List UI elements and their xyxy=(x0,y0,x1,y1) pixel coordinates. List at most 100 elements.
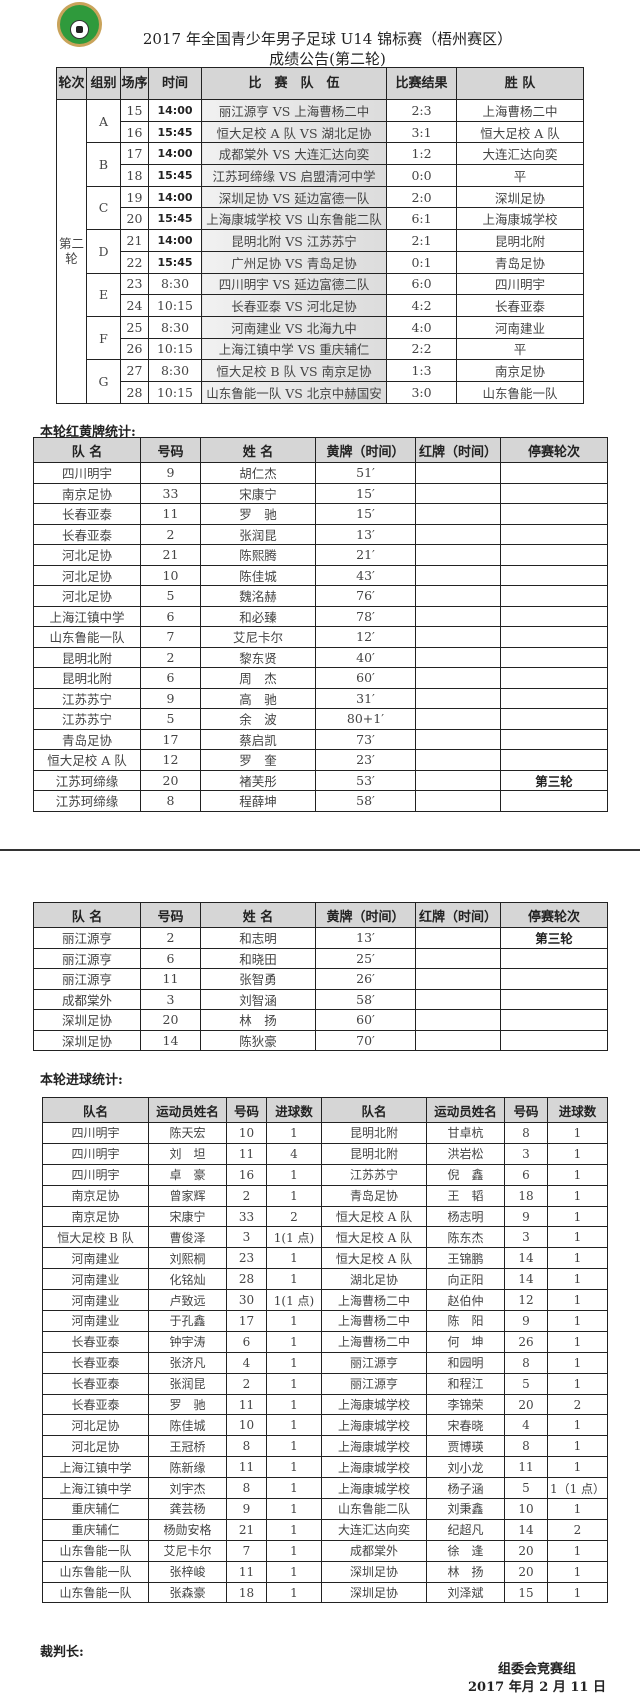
match-winner: 长春亚泰 xyxy=(456,294,584,317)
number-cell: 3 xyxy=(504,1142,548,1165)
match-score: 1:3 xyxy=(386,359,457,382)
player-cell: 钟宇涛 xyxy=(148,1330,227,1353)
column-header: 时间 xyxy=(148,67,202,100)
card-row: 成都棠外 3 刘智涵 58′ xyxy=(33,988,608,1010)
column-header: 停赛轮次 xyxy=(500,902,608,928)
goals-cell: 1 xyxy=(547,1456,608,1479)
goals-cell: 1 xyxy=(266,1435,322,1458)
number-cell: 5 xyxy=(504,1372,548,1395)
team-cell: 大连汇达向奕 xyxy=(321,1518,427,1541)
number-cell: 9 xyxy=(226,1498,267,1520)
scorer-row: 南京足协 宋康宁 33 2 恒大足校 A 队杨志明 9 1 xyxy=(42,1205,608,1228)
yellow-card-cell: 76′ xyxy=(315,585,416,607)
team-cell: 湖北足协 xyxy=(321,1268,427,1291)
match-row: 16 15:45 恒大足校 A 队 VS 湖北足协 3:1 恒大足校 A 队 xyxy=(57,120,584,144)
group-cell: E xyxy=(86,272,121,317)
goals-cell: 1（1 点） xyxy=(547,1477,608,1500)
red-card-cell xyxy=(415,988,501,1010)
match-teams: 成都棠外 VS 大连汇达向奕 xyxy=(201,142,387,166)
column-header: 号码 xyxy=(140,437,201,463)
goals-cell: 1 xyxy=(266,1518,322,1541)
yellow-card-cell: 15′ xyxy=(315,503,416,525)
player-cell: 杨勋安格 xyxy=(148,1518,227,1541)
yellow-card-cell: 60′ xyxy=(315,1009,416,1031)
match-winner: 上海康城学校 xyxy=(456,207,584,231)
player-cell: 褚芙彤 xyxy=(200,769,316,791)
match-teams: 广州足协 VS 青岛足协 xyxy=(201,250,387,274)
match-number: 25 xyxy=(120,315,149,339)
goals-cell: 1(1 点) xyxy=(266,1226,322,1249)
red-card-cell xyxy=(415,687,501,709)
suspension-cell xyxy=(500,1029,608,1051)
number-cell: 21 xyxy=(140,544,201,566)
yellow-card-cell: 13′ xyxy=(315,927,416,949)
red-card-cell xyxy=(415,728,501,750)
team-cell: 恒大足校 A 队 xyxy=(321,1205,427,1228)
team-cell: 恒大足校 A 队 xyxy=(33,749,141,771)
card-row: 长春亚泰 2 张润昆 13′ xyxy=(33,523,608,545)
group-cell: F xyxy=(86,315,121,361)
column-header: 黄牌（时间） xyxy=(315,437,416,463)
team-cell: 山东鲁能一队 xyxy=(42,1581,149,1604)
suspension-cell xyxy=(500,482,608,504)
team-cell: 丽江源亨 xyxy=(321,1351,427,1374)
team-cell: 昆明北附 xyxy=(33,646,141,668)
team-cell: 恒大足校 B 队 xyxy=(42,1226,149,1249)
number-cell: 2 xyxy=(140,646,201,668)
match-row: 20 15:45 上海康城学校 VS 山东鲁能二队 6:1 上海康城学校 xyxy=(57,207,584,231)
match-winner: 恒大足校 A 队 xyxy=(456,120,584,144)
player-cell: 王 韬 xyxy=(426,1184,505,1207)
scorer-row: 重庆辅仁 杨勋安格 21 1 大连汇达向奕 纪超凡 14 2 xyxy=(42,1518,608,1541)
red-card-cell xyxy=(415,769,501,791)
team-cell: 上海曹杨二中 xyxy=(321,1310,427,1332)
player-cell: 陈新缘 xyxy=(148,1456,227,1479)
player-cell: 和必臻 xyxy=(200,605,316,627)
player-cell: 胡仁杰 xyxy=(200,462,316,484)
player-cell: 刘宇杰 xyxy=(148,1477,227,1500)
suspension-cell xyxy=(500,646,608,668)
number-cell: 4 xyxy=(504,1414,548,1437)
match-time: 14:00 xyxy=(148,99,202,122)
match-score: 2:0 xyxy=(386,185,457,209)
card-row: 河北足协 10 陈佳城 43′ xyxy=(33,564,608,586)
match-winner: 平 xyxy=(456,337,584,361)
team-cell: 上海曹杨二中 xyxy=(321,1330,427,1353)
card-row: 四川明宇 9 胡仁杰 51′ xyxy=(33,462,608,484)
column-header: 停赛轮次 xyxy=(500,437,608,463)
team-cell: 昆明北附 xyxy=(33,667,141,689)
match-winner: 四川明宇 xyxy=(456,272,584,296)
scorer-row: 四川明宇刘 坦 11 4 昆明北附 洪岩松 3 1 xyxy=(42,1142,608,1165)
match-teams: 长春亚泰 VS 河北足协 xyxy=(201,294,387,317)
column-header: 场序 xyxy=(120,67,149,100)
column-header: 胜 队 xyxy=(456,67,584,100)
team-cell: 深圳足协 xyxy=(321,1560,427,1583)
goals-cell: 1(1 点) xyxy=(266,1289,322,1312)
match-teams: 山东鲁能一队 VS 北京中赫国安 xyxy=(201,380,387,404)
column-header: 黄牌（时间） xyxy=(315,902,416,928)
yellow-card-cell: 31′ xyxy=(315,687,416,709)
player-cell: 蔡启凯 xyxy=(200,728,316,750)
match-time: 15:45 xyxy=(148,120,202,144)
suspension-cell xyxy=(500,462,608,484)
goals-cell: 2 xyxy=(547,1393,608,1416)
match-score: 3:1 xyxy=(386,120,457,144)
number-cell: 10 xyxy=(140,564,201,586)
yellow-card-cell: 60′ xyxy=(315,667,416,689)
card-row: 河北足协 5 魏洺赫 76′ xyxy=(33,585,608,607)
match-row: 22 15:45 广州足协 VS 青岛足协 0:1 青岛足协 xyxy=(57,250,584,274)
card-row: 青岛足协 17 蔡启凯 73′ xyxy=(33,728,608,750)
number-cell: 6 xyxy=(140,605,201,627)
team-cell: 南京足协 xyxy=(42,1184,149,1207)
yellow-card-cell: 51′ xyxy=(315,462,416,484)
player-cell: 余 波 xyxy=(200,708,316,730)
column-header: 运动员姓名 xyxy=(426,1097,505,1123)
player-cell: 刘小龙 xyxy=(426,1456,505,1479)
group-cell: D xyxy=(86,229,121,274)
group-cell: C xyxy=(86,185,121,231)
suspension-cell xyxy=(500,564,608,586)
goals-cell: 2 xyxy=(547,1518,608,1541)
scorer-row: 长春亚泰 张济凡 4 1 丽江源亨 和园明 8 1 xyxy=(42,1351,608,1374)
match-score: 6:1 xyxy=(386,207,457,231)
red-card-cell xyxy=(415,564,501,586)
team-cell: 河北足协 xyxy=(42,1414,149,1437)
